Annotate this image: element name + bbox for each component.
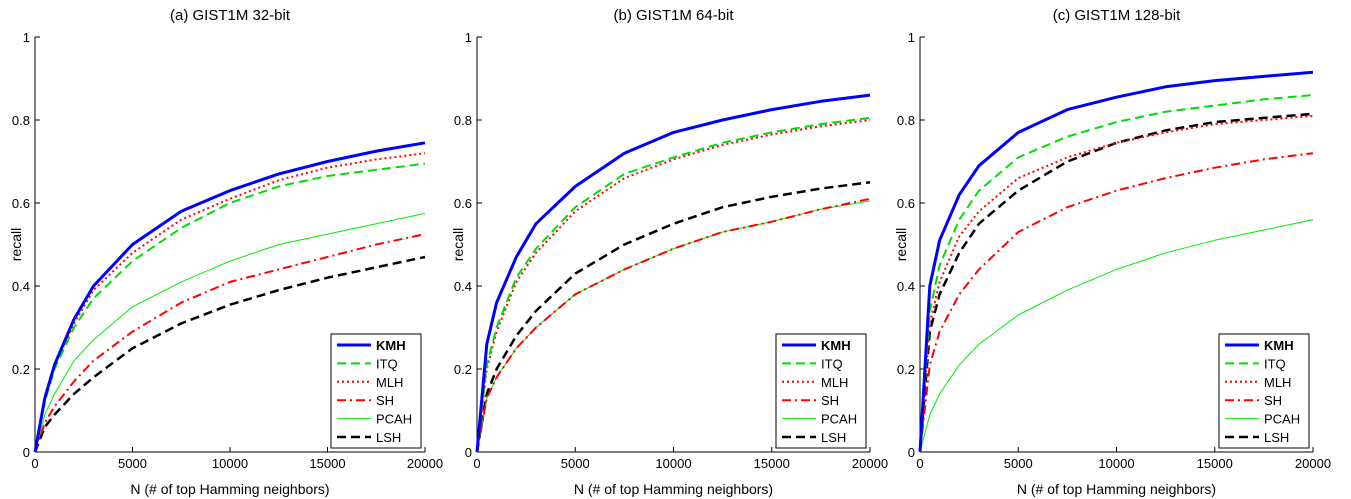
legend-label-kmh: KMH bbox=[1264, 338, 1294, 353]
y-tick-label: 0.4 bbox=[12, 279, 30, 294]
chart-panel-2: (c) GIST1M 128-bit 0 5000 10000 15000 20000 0 0… bbox=[893, 7, 1331, 497]
legend-label-sh: SH bbox=[821, 393, 839, 408]
x-tick-label: 20000 bbox=[852, 456, 888, 471]
series-line-mlh bbox=[919, 114, 1314, 453]
y-axis-label: recall bbox=[450, 228, 466, 261]
legend-label-itq: ITQ bbox=[1264, 356, 1286, 371]
y-axis-label: recall bbox=[8, 228, 24, 261]
series-line-kmh bbox=[475, 93, 871, 453]
series-line-pcah bbox=[34, 212, 426, 453]
legend-label-mlh: MLH bbox=[821, 375, 848, 390]
y-tick-label: 0.6 bbox=[12, 196, 30, 211]
y-tick-label: 0 bbox=[465, 445, 472, 460]
x-tick-label: 5000 bbox=[1004, 456, 1033, 471]
x-tick-label: 10000 bbox=[1098, 456, 1134, 471]
x-tick-label: 15000 bbox=[309, 456, 345, 471]
legend-box bbox=[330, 333, 422, 449]
legend-box bbox=[1218, 333, 1310, 449]
legend-label-itq: ITQ bbox=[376, 356, 398, 371]
x-tick-label: 5000 bbox=[118, 456, 147, 471]
x-tick-label: 5000 bbox=[561, 456, 590, 471]
y-tick-label: 0.2 bbox=[12, 362, 30, 377]
chart-title: (c) GIST1M 128-bit bbox=[1053, 7, 1181, 24]
legend-label-sh: SH bbox=[376, 393, 394, 408]
y-tick-label: 0.8 bbox=[454, 113, 472, 128]
legend-label-lsh: LSH bbox=[1264, 430, 1289, 445]
x-tick-label: 10000 bbox=[212, 456, 248, 471]
chart-panel-1: (b) GIST1M 64-bit 0 5000 10000 15000 20000 0 0.… bbox=[450, 7, 888, 497]
legend-label-kmh: KMH bbox=[376, 338, 406, 353]
y-tick-label: 0.4 bbox=[454, 279, 472, 294]
x-tick-label: 20000 bbox=[407, 456, 443, 471]
x-axis-label: N (# of top Hamming neighbors) bbox=[574, 481, 773, 497]
x-tick-label: 0 bbox=[31, 456, 38, 471]
legend-label-lsh: LSH bbox=[376, 430, 401, 445]
legend-label-pcah: PCAH bbox=[821, 412, 857, 427]
y-axis-label: recall bbox=[893, 228, 909, 261]
x-tick-label: 20000 bbox=[1295, 456, 1331, 471]
legend-label-mlh: MLH bbox=[376, 375, 403, 390]
y-tick-label: 0.4 bbox=[897, 279, 915, 294]
y-tick-label: 0.2 bbox=[454, 362, 472, 377]
legend-label-mlh: MLH bbox=[1264, 375, 1291, 390]
x-tick-label: 15000 bbox=[754, 456, 790, 471]
legend-label-pcah: PCAH bbox=[376, 412, 412, 427]
chart-title: (a) GIST1M 32-bit bbox=[170, 7, 291, 24]
legend-box bbox=[775, 333, 867, 449]
series-line-kmh bbox=[33, 141, 426, 453]
legend-label-pcah: PCAH bbox=[1264, 412, 1300, 427]
series-line-pcah bbox=[919, 219, 1314, 453]
series-line-sh bbox=[34, 233, 426, 453]
y-tick-label: 1 bbox=[465, 30, 472, 45]
y-tick-label: 0.6 bbox=[897, 196, 915, 211]
series-line-itq bbox=[919, 94, 1314, 453]
x-axis-label: N (# of top Hamming neighbors) bbox=[130, 481, 329, 497]
y-tick-label: 0.2 bbox=[897, 362, 915, 377]
series-line-mlh bbox=[476, 119, 871, 453]
series-line-pcah bbox=[476, 200, 871, 453]
series-line-lsh bbox=[33, 255, 426, 453]
series-line-itq bbox=[476, 116, 871, 453]
y-tick-label: 0.6 bbox=[454, 196, 472, 211]
x-axis-label: N (# of top Hamming neighbors) bbox=[1017, 481, 1216, 497]
x-tick-label: 15000 bbox=[1197, 456, 1233, 471]
legend-label-lsh: LSH bbox=[821, 430, 846, 445]
series-line-lsh bbox=[918, 112, 1314, 453]
series-line-sh bbox=[919, 152, 1314, 453]
legend: KMH ITQ MLH SH PCAH LSH bbox=[1218, 333, 1310, 449]
legend-label-kmh: KMH bbox=[821, 338, 851, 353]
x-tick-label: 0 bbox=[916, 456, 923, 471]
y-tick-label: 0.8 bbox=[12, 113, 30, 128]
chart-panel-0: (a) GIST1M 32-bit 0 5000 10000 15000 20000 0 0.… bbox=[8, 7, 443, 497]
y-tick-label: 0 bbox=[23, 445, 30, 460]
legend-label-itq: ITQ bbox=[821, 356, 843, 371]
series-line-lsh bbox=[475, 181, 871, 453]
legend-label-sh: SH bbox=[1264, 393, 1282, 408]
legend: KMH ITQ MLH SH PCAH LSH bbox=[330, 333, 422, 449]
legend: KMH ITQ MLH SH PCAH LSH bbox=[775, 333, 867, 449]
chart-title: (b) GIST1M 64-bit bbox=[613, 7, 734, 24]
series-line-mlh bbox=[34, 152, 426, 453]
y-tick-label: 1 bbox=[23, 30, 30, 45]
series-line-kmh bbox=[918, 70, 1314, 453]
x-tick-label: 0 bbox=[473, 456, 480, 471]
y-tick-label: 1 bbox=[908, 30, 915, 45]
y-tick-label: 0.8 bbox=[897, 113, 915, 128]
y-tick-label: 0 bbox=[908, 445, 915, 460]
x-tick-label: 10000 bbox=[655, 456, 691, 471]
